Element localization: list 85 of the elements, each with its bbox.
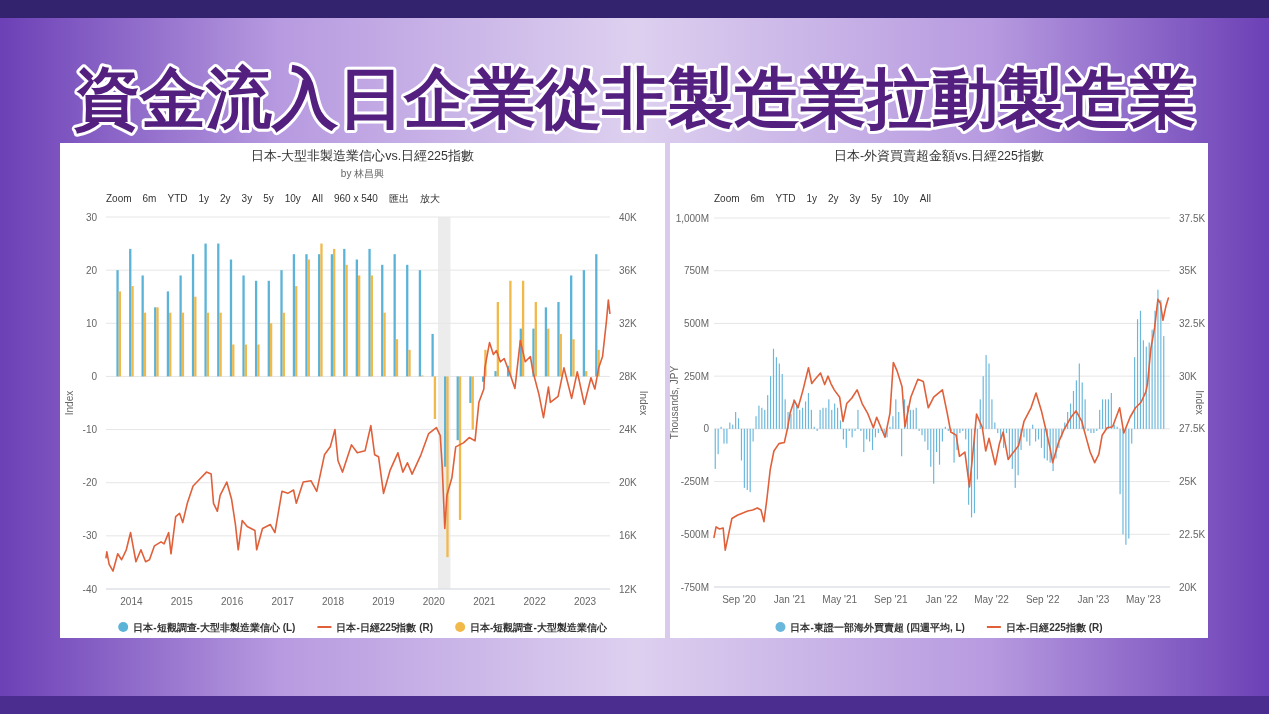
y2-tick-label: 32.5K xyxy=(1179,317,1206,329)
chart-title: 日本-大型非製造業信心vs.日經225指數 xyxy=(251,148,474,163)
text: 資金流入日企業從非製造業拉動製造業 xyxy=(73,61,1196,135)
legend-label: 日本-短觀調查-大型製造業信心 xyxy=(470,621,608,633)
y2-axis-title: Index xyxy=(1194,390,1205,415)
text: 6m xyxy=(750,193,765,204)
y-tick-label: 500M xyxy=(683,317,709,329)
y2-tick-label: 35K xyxy=(1179,265,1198,277)
legend-label: 日本-東證一部海外買賣超 (四週平均, L) xyxy=(790,621,965,633)
y2-tick-label: 36K xyxy=(619,264,638,276)
text: All xyxy=(311,193,323,204)
y2-tick-label: 40K xyxy=(619,211,638,223)
y-tick-label: 10 xyxy=(85,317,98,329)
chart-title: 日本-外資買賣超金額vs.日經225指數 xyxy=(834,149,1044,163)
x-tick-label: Sep '21 xyxy=(874,594,909,605)
legend-label: 日本-日經225指數 (R) xyxy=(336,621,434,633)
legend-label: 日本-短觀調查-大型非製造業信心 (L) xyxy=(133,621,296,633)
text: 放大 xyxy=(419,193,440,204)
y-tick-label: 750M xyxy=(683,265,709,277)
x-tick-label: 2021 xyxy=(473,596,496,607)
text: All xyxy=(919,193,931,204)
x-tick-label: 2018 xyxy=(321,596,345,607)
y2-tick-label: 28K xyxy=(619,370,638,382)
text: 6m xyxy=(142,193,157,204)
text: 10y xyxy=(284,193,301,204)
legend-label: 日本-日經225指數 (R) xyxy=(1005,621,1103,633)
y-tick-label: -750M xyxy=(680,581,709,593)
x-tick-label: 2022 xyxy=(523,596,547,607)
y-tick-label: 250M xyxy=(683,370,709,382)
x-tick-label: 2015 xyxy=(170,596,194,607)
y-tick-label: 1,000M xyxy=(675,212,709,224)
y2-tick-label: 30K xyxy=(1179,370,1198,382)
x-tick-label: 2016 xyxy=(221,596,244,607)
y-tick-label: 20 xyxy=(85,264,98,276)
y-tick-label: -30 xyxy=(82,530,98,542)
y-axis-title: Index xyxy=(64,390,75,416)
y2-tick-label: 37.5K xyxy=(1179,212,1206,224)
text: 10y xyxy=(892,193,909,204)
x-tick-label: Sep '22 xyxy=(1025,594,1060,605)
chart-subtitle: by 林昌興 xyxy=(340,168,385,179)
x-tick-label: 2023 xyxy=(573,596,597,607)
y2-axis-title: Index xyxy=(638,390,649,416)
x-tick-label: 2020 xyxy=(422,596,446,607)
text: YTD xyxy=(775,193,796,204)
y2-tick-label: 16K xyxy=(619,530,638,542)
text: Zoom xyxy=(106,193,132,204)
y-axis-title: Thousands, JPY xyxy=(669,365,680,440)
y2-tick-label: 24K xyxy=(619,424,638,436)
text: 2y xyxy=(828,193,839,204)
x-tick-label: Jan '23 xyxy=(1077,594,1110,605)
y2-tick-label: 27.5K xyxy=(1179,423,1206,435)
text: YTD xyxy=(167,193,188,204)
y-tick-label: -40 xyxy=(82,583,98,595)
text: 1y xyxy=(198,193,210,204)
text: 1y xyxy=(806,193,818,204)
y-tick-label: -10 xyxy=(82,424,98,436)
text: 匯出 xyxy=(388,193,409,204)
text: 3y xyxy=(241,193,253,204)
y-tick-label: -250M xyxy=(680,476,709,488)
x-tick-label: 2017 xyxy=(271,596,295,607)
text: 5y xyxy=(263,193,274,204)
y-tick-label: -500M xyxy=(680,528,709,540)
y-tick-label: 0 xyxy=(703,423,710,435)
x-tick-label: Jan '21 xyxy=(773,594,807,605)
text: 960 x 540 xyxy=(333,193,379,204)
y2-tick-label: 20K xyxy=(619,477,638,489)
text: Zoom xyxy=(714,193,740,204)
y2-tick-label: 20K xyxy=(1179,581,1198,593)
y-tick-label: -20 xyxy=(82,477,98,489)
x-tick-label: Jan '22 xyxy=(925,594,958,605)
x-tick-label: May '21 xyxy=(822,594,858,605)
x-tick-label: 2014 xyxy=(120,596,143,607)
x-tick-label: May '23 xyxy=(1126,594,1162,605)
text: 3y xyxy=(849,193,861,204)
y2-tick-label: 25K xyxy=(1179,476,1198,488)
y2-tick-label: 32K xyxy=(619,317,638,329)
x-tick-label: Sep '20 xyxy=(722,594,757,605)
y2-tick-label: 12K xyxy=(619,583,638,595)
x-tick-label: May '22 xyxy=(974,594,1010,605)
y-tick-label: 30 xyxy=(85,211,98,223)
text: 2y xyxy=(220,193,231,204)
x-tick-label: 2019 xyxy=(372,596,395,607)
y-tick-label: 0 xyxy=(91,370,98,382)
y2-tick-label: 22.5K xyxy=(1179,528,1206,540)
text: 5y xyxy=(871,193,882,204)
